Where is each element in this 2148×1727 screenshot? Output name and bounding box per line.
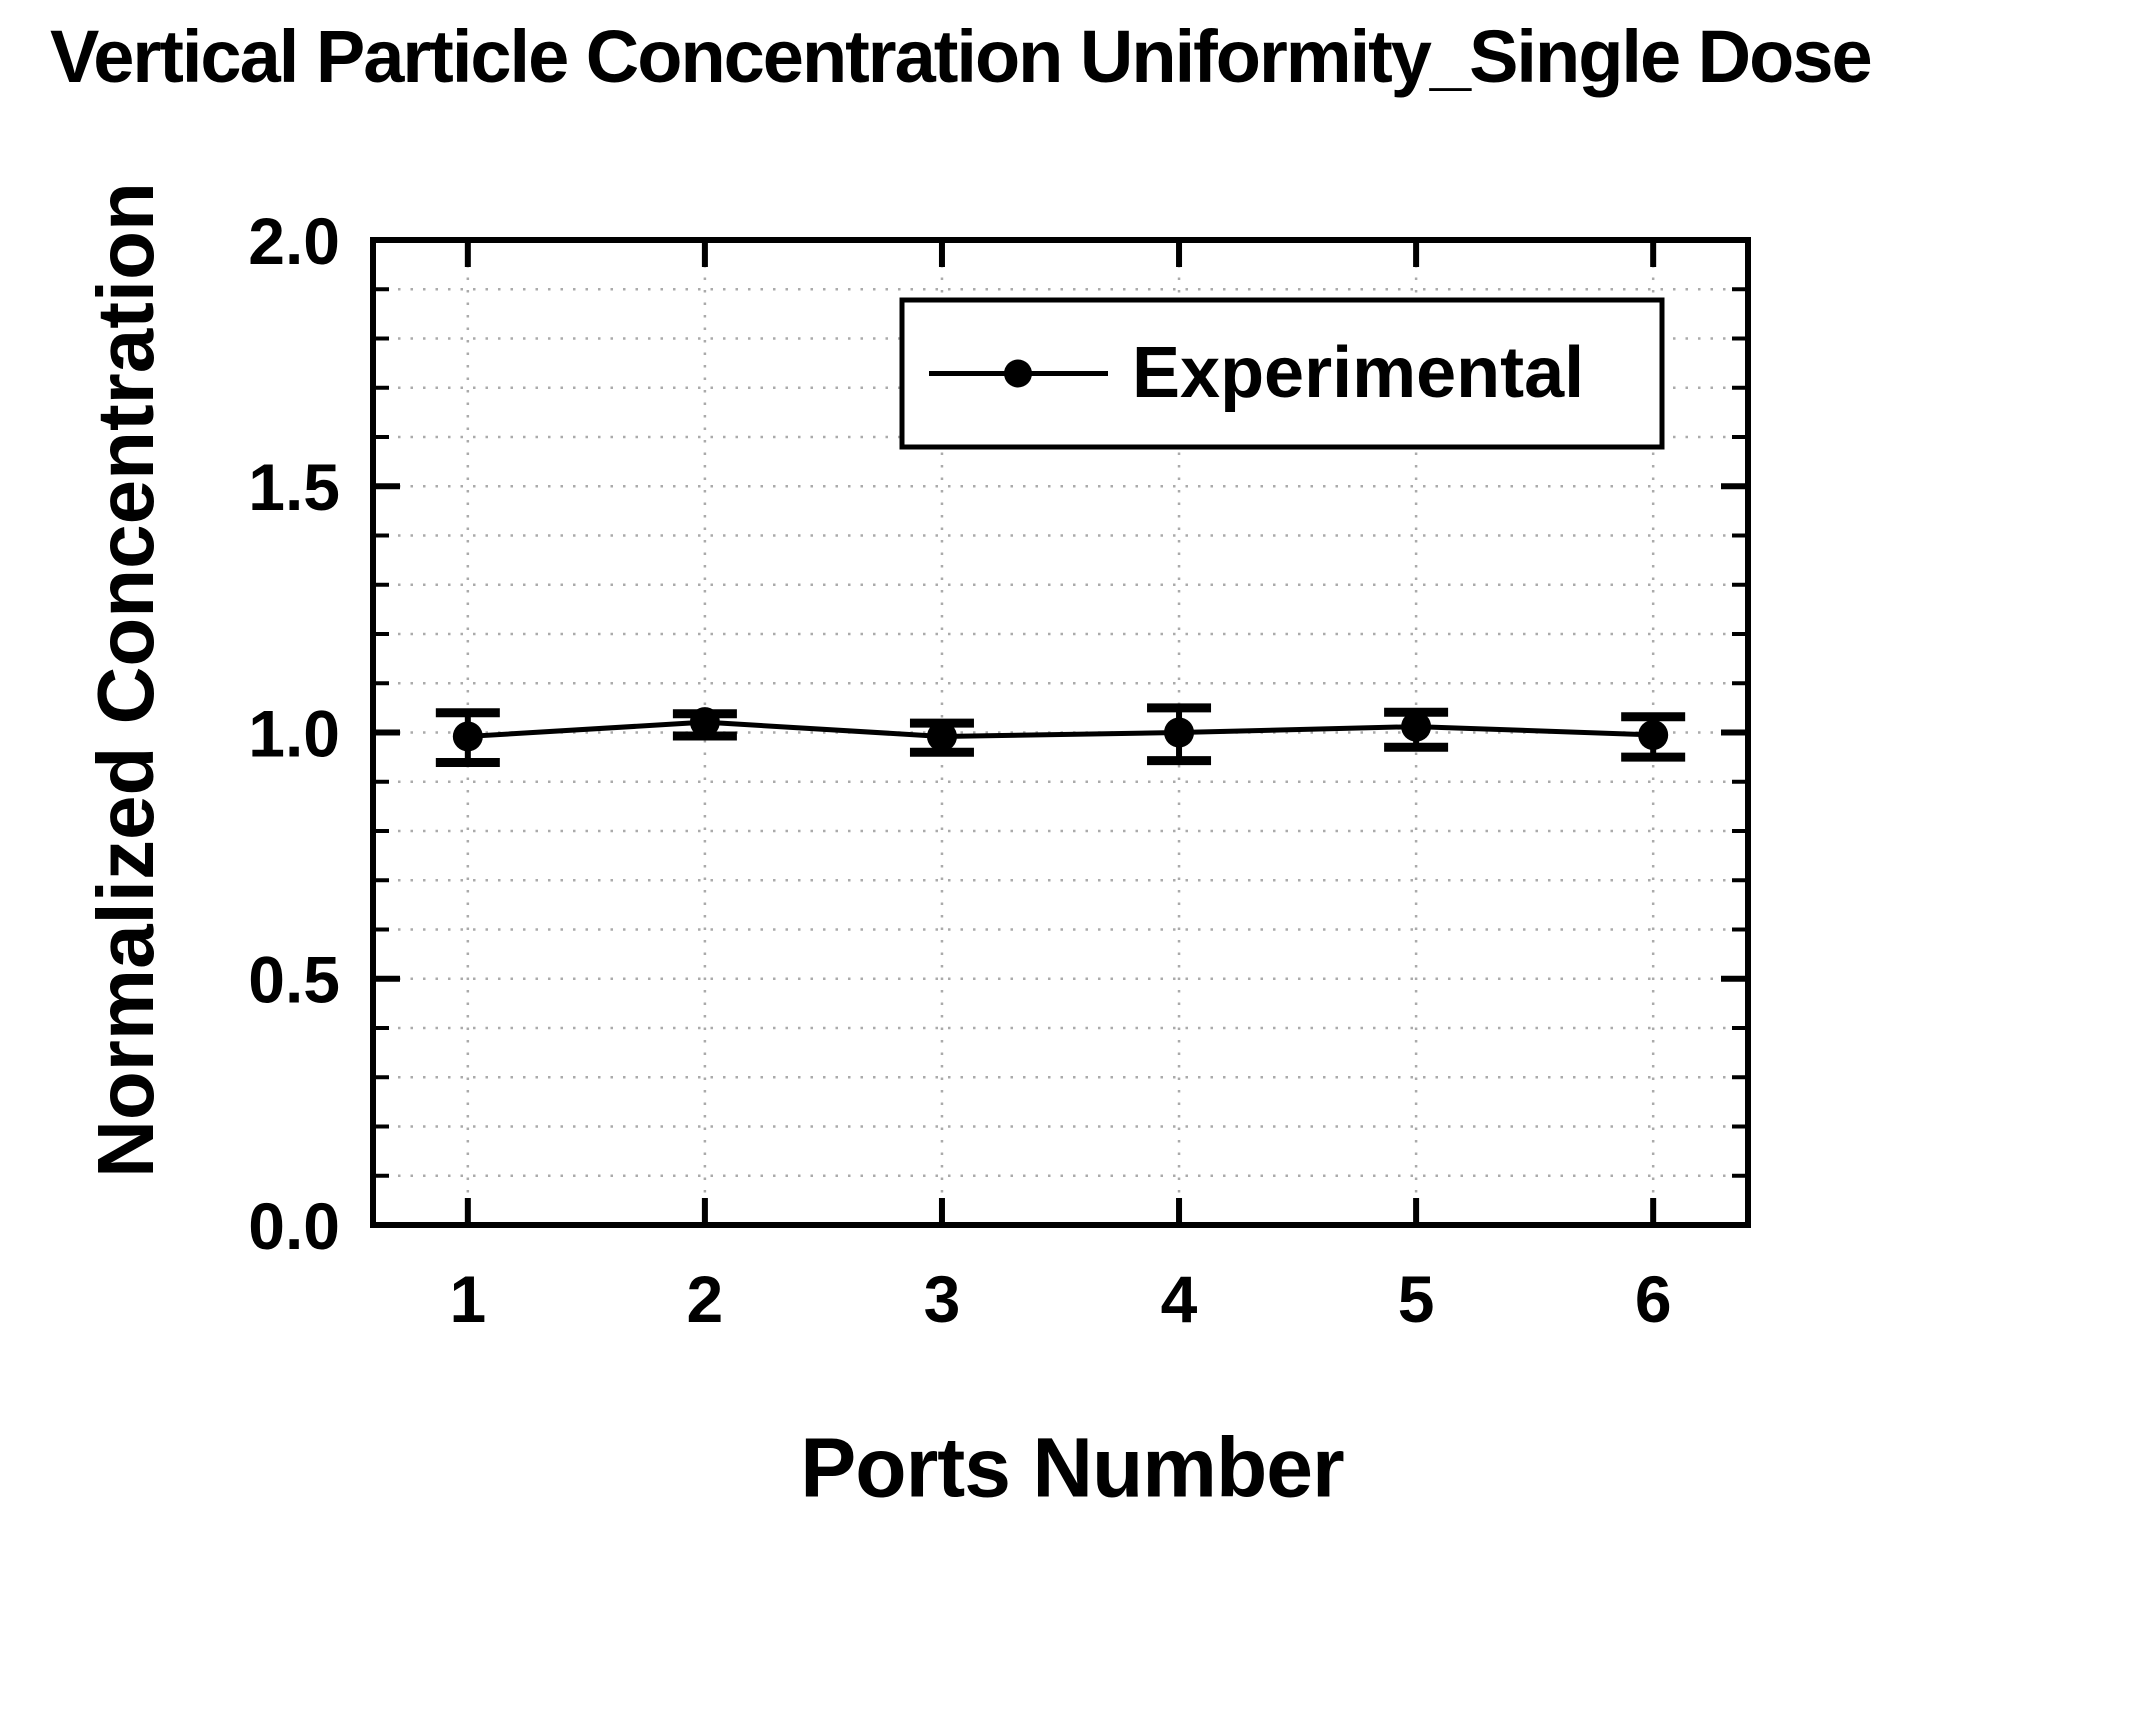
legend-sample-marker	[1004, 359, 1032, 388]
x-tick-label: 2	[687, 1262, 724, 1336]
y-tick-label: 2.0	[248, 204, 340, 278]
x-tick-label: 6	[1635, 1262, 1672, 1336]
data-point-marker	[1401, 711, 1432, 742]
x-axis-label: Ports Number	[800, 1420, 1344, 1515]
x-tick-label: 4	[1161, 1262, 1198, 1336]
y-tick-label: 0.0	[248, 1189, 340, 1263]
legend-label-experimental: Experimental	[1132, 333, 1585, 413]
x-tick-label: 5	[1398, 1262, 1435, 1336]
data-line	[467, 719, 1654, 739]
data-point-marker	[926, 721, 957, 752]
x-tick-label: 1	[449, 1262, 486, 1336]
data-point-marker	[1164, 717, 1195, 748]
y-tick-label: 1.0	[248, 696, 340, 770]
data-point-marker	[689, 707, 720, 738]
chart-title: Vertical Particle Concentration Uniformi…	[50, 15, 1873, 98]
y-tick-label: 1.5	[248, 450, 340, 524]
data-point-marker	[1638, 719, 1669, 750]
y-tick-label: 0.5	[248, 943, 340, 1017]
x-tick-label: 3	[924, 1262, 961, 1336]
data-point-marker	[452, 721, 483, 752]
